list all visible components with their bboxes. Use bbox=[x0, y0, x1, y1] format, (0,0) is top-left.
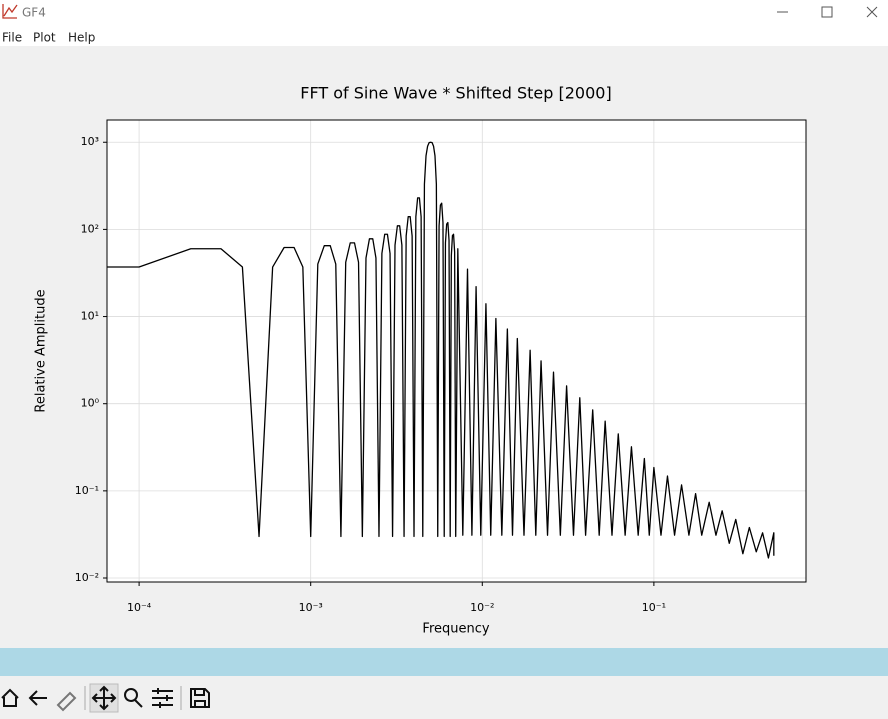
zoom-button[interactable] bbox=[124, 688, 138, 702]
menu-item[interactable]: File bbox=[2, 31, 22, 45]
x-tick-label: 10⁻¹ bbox=[642, 601, 666, 614]
save-button[interactable] bbox=[190, 688, 210, 708]
data-line bbox=[107, 141, 775, 559]
forward-button[interactable] bbox=[56, 691, 77, 712]
x-axis-label: Frequency bbox=[422, 622, 489, 637]
y-axis-label: Relative Amplitude bbox=[34, 289, 49, 412]
app-icon bbox=[2, 4, 18, 19]
menu-item[interactable]: Plot bbox=[33, 31, 56, 45]
plot-frame bbox=[106, 119, 807, 583]
y-tick-label: 10⁰ bbox=[81, 397, 100, 410]
chart-title: FFT of Sine Wave * Shifted Step [2000] bbox=[300, 84, 611, 103]
y-tick-label: 10⁻² bbox=[75, 571, 99, 584]
y-tick-label: 10⁻¹ bbox=[75, 484, 99, 497]
window-title: GF4 bbox=[22, 6, 46, 20]
toolbar bbox=[1, 683, 210, 713]
maximize-button[interactable] bbox=[821, 6, 833, 18]
close-button[interactable] bbox=[866, 6, 878, 18]
x-tick-label: 10⁻² bbox=[470, 601, 494, 614]
menu-item[interactable]: Help bbox=[68, 31, 95, 45]
title-bar bbox=[0, 0, 888, 26]
y-tick-label: 10¹ bbox=[81, 310, 99, 323]
zoom-handle bbox=[134, 699, 143, 708]
x-tick-label: 10⁻³ bbox=[299, 601, 323, 614]
back-button[interactable] bbox=[28, 690, 47, 706]
status-bar bbox=[0, 648, 888, 676]
configure-button[interactable] bbox=[152, 688, 173, 708]
y-tick-label: 10² bbox=[81, 222, 99, 235]
pan-icon bbox=[91, 685, 117, 711]
y-tick-label: 10³ bbox=[81, 135, 99, 148]
home-button[interactable] bbox=[1, 688, 19, 707]
x-tick-label: 10⁻⁴ bbox=[127, 601, 152, 614]
menu-bar bbox=[0, 26, 888, 46]
